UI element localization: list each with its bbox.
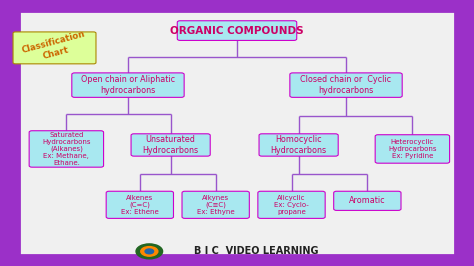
Text: Homocyclic
Hydrocarbons: Homocyclic Hydrocarbons [271, 135, 327, 155]
Circle shape [141, 247, 158, 256]
Text: Unsaturated
Hydrocarbons: Unsaturated Hydrocarbons [143, 135, 199, 155]
FancyBboxPatch shape [19, 11, 455, 255]
Circle shape [136, 244, 163, 259]
FancyBboxPatch shape [106, 191, 173, 218]
Text: Aromatic: Aromatic [349, 196, 386, 205]
Text: Alicyclic
Ex: Cyclo-
propane: Alicyclic Ex: Cyclo- propane [274, 195, 309, 215]
Text: Alkenes
(C=C)
Ex: Ethene: Alkenes (C=C) Ex: Ethene [121, 194, 159, 215]
FancyBboxPatch shape [334, 191, 401, 210]
Circle shape [145, 249, 154, 254]
FancyBboxPatch shape [13, 32, 96, 64]
Text: ORGANIC COMPOUNDS: ORGANIC COMPOUNDS [170, 26, 304, 36]
FancyBboxPatch shape [290, 73, 402, 97]
Text: Classification
Chart: Classification Chart [20, 30, 89, 66]
Text: Open chain or Aliphatic
hydrocarbons: Open chain or Aliphatic hydrocarbons [81, 76, 175, 95]
FancyBboxPatch shape [72, 73, 184, 97]
FancyBboxPatch shape [182, 191, 249, 218]
FancyBboxPatch shape [259, 134, 338, 156]
Text: Saturated
Hydrocarbons
(Alkanes)
Ex: Methane,
Ethane.: Saturated Hydrocarbons (Alkanes) Ex: Met… [42, 132, 91, 166]
Text: Heterocyclic
Hydrocarbons
Ex: Pyridine: Heterocyclic Hydrocarbons Ex: Pyridine [388, 139, 437, 159]
FancyBboxPatch shape [29, 131, 104, 167]
FancyBboxPatch shape [131, 134, 210, 156]
FancyBboxPatch shape [177, 21, 297, 40]
Text: Alkynes
(C≡C)
Ex: Ethyne: Alkynes (C≡C) Ex: Ethyne [197, 194, 235, 215]
Text: Closed chain or  Cyclic
hydrocarbons: Closed chain or Cyclic hydrocarbons [301, 76, 392, 95]
Text: B I C  VIDEO LEARNING: B I C VIDEO LEARNING [194, 246, 318, 256]
FancyBboxPatch shape [375, 135, 449, 163]
FancyBboxPatch shape [258, 191, 325, 218]
